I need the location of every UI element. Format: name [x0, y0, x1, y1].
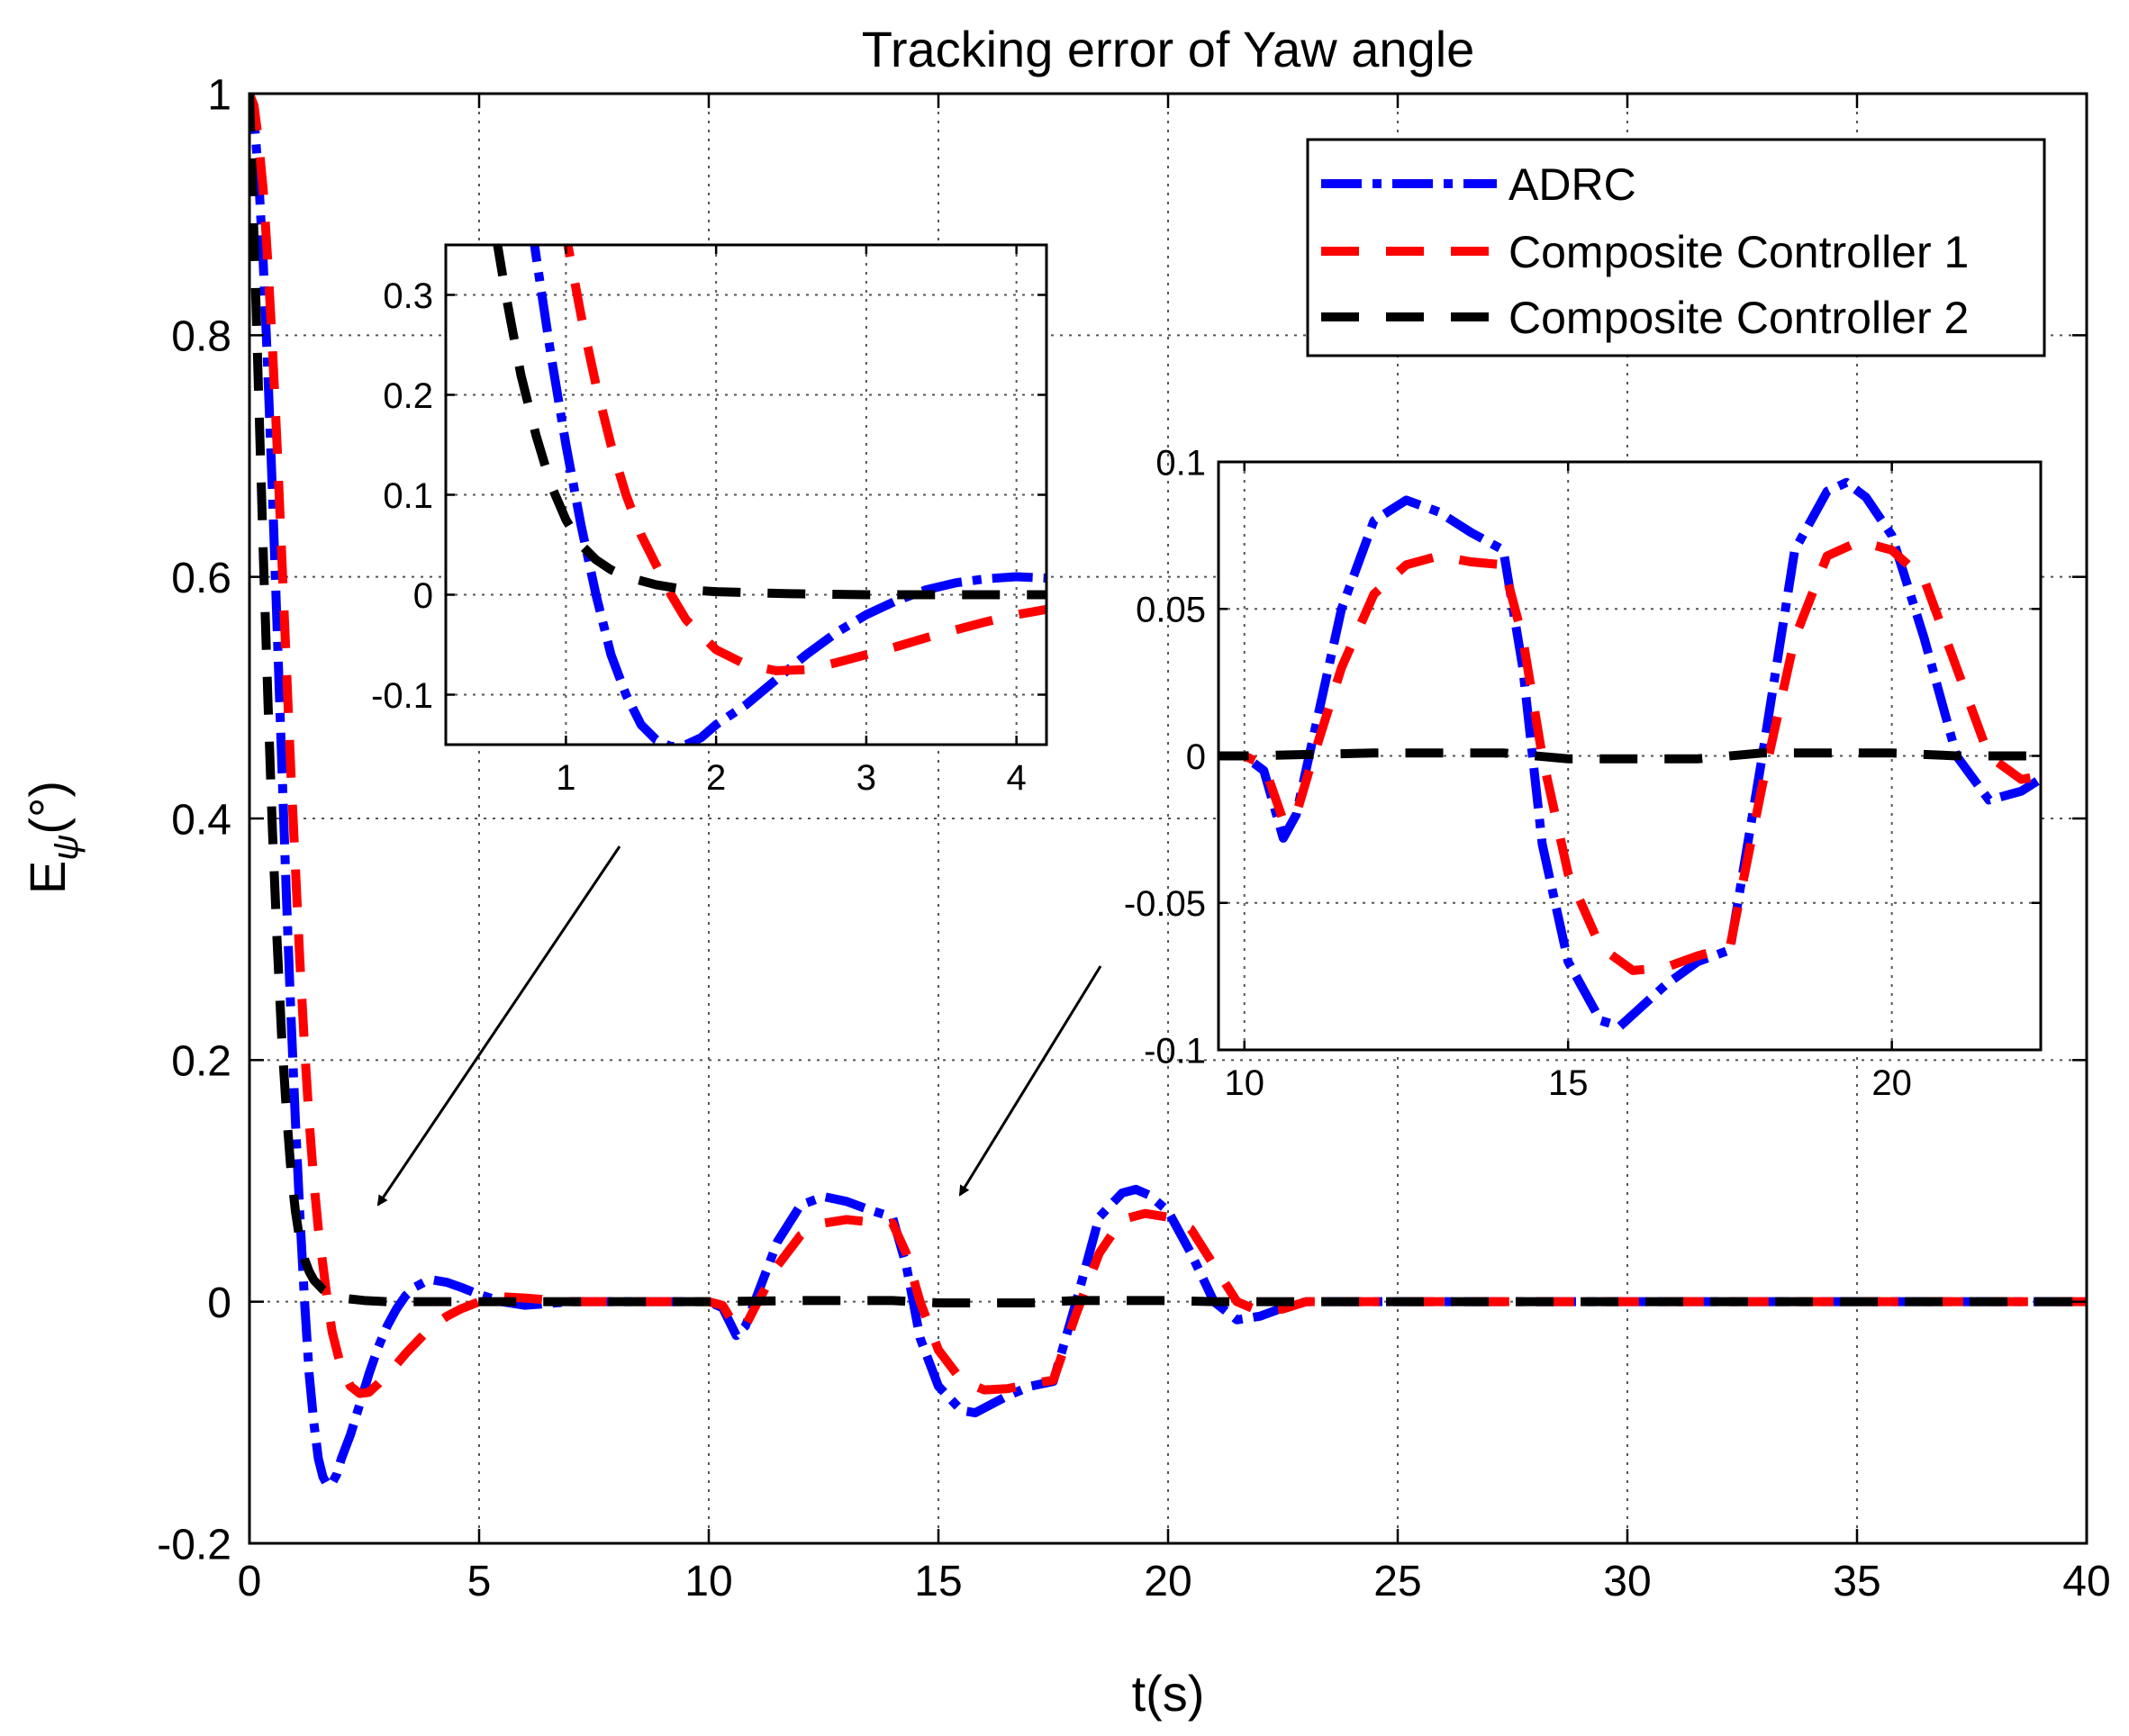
y-axis-label-unit: (°): [19, 781, 76, 835]
chart-title: Tracking error of Yaw angle: [862, 21, 1475, 77]
inset2-ytick-label-1: -0.05: [1124, 884, 1206, 924]
inset1-xtick-label-3: 4: [1007, 758, 1027, 798]
main-ytick-label-6: 1: [207, 71, 231, 119]
inset1-series-composite-controller-2: [493, 245, 1046, 600]
main-xtick-label-2: 10: [684, 1558, 732, 1605]
main-ytick-label-0: -0.2: [157, 1521, 231, 1569]
main-xtick-label-4: 20: [1144, 1558, 1191, 1605]
inset2-ticks: 10 15 20 -0.1 -0.05 0 0.05 0.1: [1124, 443, 2041, 1103]
main-xtick-label-1: 5: [467, 1558, 492, 1605]
main-ticks: 0 5 10 15 20 25 30 35 40-0.200.20.40.60.81: [157, 71, 2110, 1605]
inset2-ytick-label-2: 0: [1186, 737, 1206, 777]
main-series-group: [249, 94, 2087, 1490]
inset1-ytick-label-1: 0: [413, 576, 433, 616]
inset2-series-composite-controller-2: [1219, 748, 2041, 764]
inset2-ytick-label-4: 0.1: [1155, 443, 1206, 483]
legend-label-composite-controller-1: Composite Controller 1: [1508, 227, 1969, 277]
main-series-composite-controller-1: [249, 94, 2087, 1398]
legend-label-composite-controller-2: Composite Controller 2: [1508, 293, 1969, 343]
legend-label-adrc: ADRC: [1508, 159, 1636, 210]
main-ytick-label-2: 0.2: [171, 1038, 231, 1086]
inset1-xtick-label-1: 2: [706, 758, 726, 798]
main-xtick-label-3: 15: [914, 1558, 962, 1605]
main-xtick-label-5: 25: [1373, 1558, 1421, 1605]
inset2-series-group: [1219, 477, 2041, 1031]
main-ytick-label-3: 0.4: [171, 796, 231, 844]
inset1-ytick-label-4: 0.3: [383, 276, 433, 316]
inset-plot-2: 10 15 20 -0.1 -0.05 0 0.05 0.1: [1124, 443, 2043, 1103]
y-axis-label: Eψ(°): [19, 781, 86, 894]
x-axis-label: t(s): [1132, 1665, 1205, 1722]
main-ytick-label-4: 0.6: [171, 555, 231, 602]
inset1-series-adrc: [530, 245, 1046, 745]
inset1-series-group: [493, 245, 1046, 745]
inset2-xtick-label-0: 10: [1225, 1063, 1265, 1103]
main-series-adrc: [249, 94, 2087, 1490]
y-axis-label-sub: ψ: [46, 835, 86, 861]
inset1-xtick-label-0: 1: [556, 758, 575, 798]
inset1-ytick-label-3: 0.2: [383, 376, 433, 416]
main-ytick-label-5: 0.8: [171, 313, 231, 361]
annotation-arrow-1: [376, 845, 621, 1207]
inset1-ticks: 1 2 3 4 -0.1 0 0.1 0.2 0.3: [371, 245, 1046, 798]
inset2-xtick-label-2: 20: [1871, 1063, 1912, 1103]
inset1-ytick-label-2: 0.1: [383, 476, 433, 516]
legend-box: [1306, 138, 2046, 357]
inset1-grid: [446, 245, 1046, 745]
inset1-xtick-label-2: 3: [856, 758, 876, 798]
y-axis-label-main: E: [19, 861, 76, 894]
main-series-composite-controller-2: [249, 94, 2087, 1308]
main-xtick-label-0: 0: [238, 1558, 262, 1605]
inset-plot-1: 1 2 3 4 -0.1 0 0.1 0.2 0.3: [371, 243, 1048, 798]
annotation-arrow-2: [958, 965, 1102, 1197]
inset2-ytick-label-3: 0.05: [1136, 591, 1206, 630]
main-xtick-label-7: 35: [1833, 1558, 1880, 1605]
main-xtick-label-6: 30: [1603, 1558, 1651, 1605]
inset2-xtick-label-1: 15: [1548, 1063, 1589, 1103]
inset2-ytick-label-0: -0.1: [1144, 1031, 1206, 1071]
inset2-series-adrc: [1219, 477, 2041, 1031]
main-ytick-label-1: 0: [207, 1279, 231, 1327]
legend: ADRC Composite Controller 1 Composite Co…: [1306, 138, 2046, 357]
main-xtick-label-8: 40: [2062, 1558, 2110, 1605]
inset1-ytick-label-0: -0.1: [371, 676, 433, 716]
svg-text:Eψ(°): Eψ(°): [19, 781, 86, 894]
